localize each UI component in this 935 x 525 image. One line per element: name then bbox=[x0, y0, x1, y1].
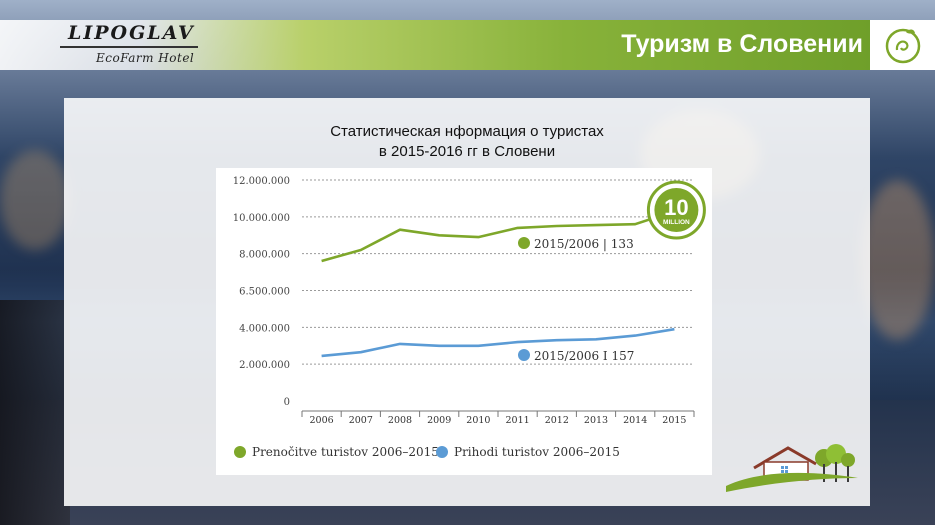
legend-label: Prihodi turistov 2006–2015 bbox=[454, 445, 620, 459]
leaf-swirl-icon bbox=[885, 28, 921, 64]
bridge-backdrop bbox=[0, 300, 70, 525]
annotation-label: 2015/2006 I 157 bbox=[534, 349, 634, 363]
x-tick-label: 2007 bbox=[349, 415, 373, 426]
y-tick-label: 8.000.000 bbox=[239, 250, 290, 261]
annotation-marker bbox=[518, 237, 530, 249]
million-badge-word: MILLION bbox=[663, 219, 690, 226]
x-tick-label: 2013 bbox=[584, 415, 608, 426]
series-line-1 bbox=[321, 327, 675, 358]
y-tick-label: 12.000.000 bbox=[233, 176, 290, 187]
legend-label: Prenočitve turistov 2006–2015 bbox=[252, 445, 439, 459]
x-tick-label: 2014 bbox=[623, 415, 647, 426]
town-lights-left bbox=[0, 150, 70, 250]
y-tick-label: 6.500.000 bbox=[239, 287, 290, 298]
content-panel: Статистическая нформация о туристах в 20… bbox=[64, 98, 870, 506]
x-tick-label: 2012 bbox=[545, 415, 569, 426]
x-tick-label: 2010 bbox=[466, 415, 490, 426]
line-chart: 12.000.000 10.000.000 8.000.000 6.500.000 4.… bbox=[233, 176, 706, 459]
brand-tagline: EcoFarm Hotel bbox=[96, 51, 195, 65]
annotation-marker bbox=[518, 349, 530, 361]
y-tick-label: 10.000.000 bbox=[233, 213, 290, 224]
chart-heading-line1: Статистическая нформация о туристах bbox=[330, 123, 604, 140]
x-tick-label: 2009 bbox=[427, 415, 451, 426]
x-tick-label: 2011 bbox=[506, 415, 530, 426]
y-tick-label: 4.000.000 bbox=[239, 323, 290, 334]
farm-house-logo bbox=[724, 442, 860, 494]
page-title: Туризм в Словении bbox=[621, 30, 863, 58]
x-tick-label: 2015 bbox=[662, 415, 686, 426]
legend-marker bbox=[436, 446, 448, 458]
chart-heading: Статистическая нформация о туристах в 20… bbox=[64, 122, 870, 162]
chart-heading-line2: в 2015-2016 гг в Словени bbox=[378, 143, 556, 160]
y-tick-label: 2.000.000 bbox=[239, 360, 290, 371]
brand-name: LIPOGLAV bbox=[68, 22, 195, 44]
town-lights-right bbox=[860, 180, 935, 340]
annotation-label: 2015/2006 | 133 bbox=[534, 237, 634, 251]
title-banner bbox=[0, 20, 870, 70]
legend-marker bbox=[234, 446, 246, 458]
eco-logo-box bbox=[870, 20, 935, 70]
million-badge bbox=[654, 188, 699, 232]
x-tick-label: 2006 bbox=[310, 415, 334, 426]
chart-area: 12.000.000 10.000.000 8.000.000 6.500.000 4.… bbox=[216, 168, 712, 475]
x-tick-label: 2008 bbox=[388, 415, 412, 426]
million-badge-number: 10 bbox=[664, 195, 688, 220]
brand-divider bbox=[60, 46, 198, 48]
meadow-swoosh-icon bbox=[726, 472, 858, 492]
series-line-0 bbox=[321, 210, 675, 263]
y-tick-label: 0 bbox=[284, 397, 290, 408]
